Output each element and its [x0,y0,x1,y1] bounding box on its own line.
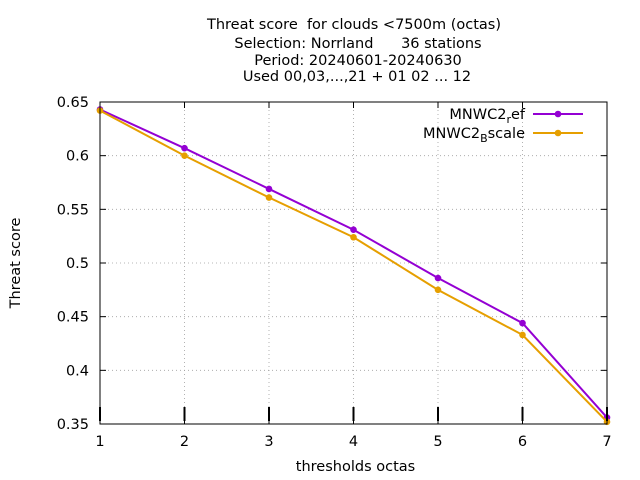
chart-title-group: Threat score for clouds <7500m (octas) S… [206,17,501,85]
legend-label: MNWC2ref [449,107,525,126]
x-tick-label: 7 [602,434,611,450]
y-tick-label: 0.5 [66,256,89,272]
data-point [434,286,442,294]
x-tick-label: 5 [433,434,442,450]
data-point [181,144,188,152]
grid-lines [100,102,607,424]
chart-subtitle-period: Period: 20240601-20240630 [254,53,462,69]
x-tick-label: 1 [95,434,104,450]
x-tick-label: 6 [518,434,527,450]
y-tick-label: 0.65 [57,95,89,111]
data-point [519,319,526,327]
data-point [265,194,273,201]
series-layer [96,106,611,426]
x-tick-label: 3 [264,434,273,450]
chart-title: Threat score for clouds <7500m (octas) [206,17,501,33]
y-axis-label: Threat score [8,218,24,310]
chart-subtitle-selection: Selection: Norrland 36 stations [234,36,481,52]
data-point [350,226,357,234]
data-point [350,233,357,241]
x-tick-label: 2 [180,434,189,450]
legend-marker [554,129,562,137]
y-tick-label: 0.4 [66,363,89,379]
y-tick-label: 0.45 [57,310,89,326]
legend-label: MNWC2Bscale [423,126,525,145]
plot-frame [99,101,608,425]
series-0 [96,106,611,421]
y-tick-label: 0.35 [57,417,89,433]
data-point [519,331,526,339]
legend-marker [554,110,562,118]
legend-entry: MNWC2Bscale [423,126,583,145]
legend-entry: MNWC2ref [449,107,583,126]
axis-tick-labels: 0.35 0.4 0.45 0.5 0.55 0.6 0.65 1 2 3 4 5 6 7 [57,95,612,450]
data-point [434,274,442,282]
x-axis-label: thresholds octas [296,459,415,475]
x-tick-label: 4 [349,434,358,450]
chart-subtitle-used: Used 00,03,...,21 + 01 02 ... 12 [243,69,471,85]
data-point [265,185,273,193]
data-point [181,152,188,159]
y-tick-label: 0.55 [57,202,89,218]
y-tick-label: 0.6 [66,149,89,165]
